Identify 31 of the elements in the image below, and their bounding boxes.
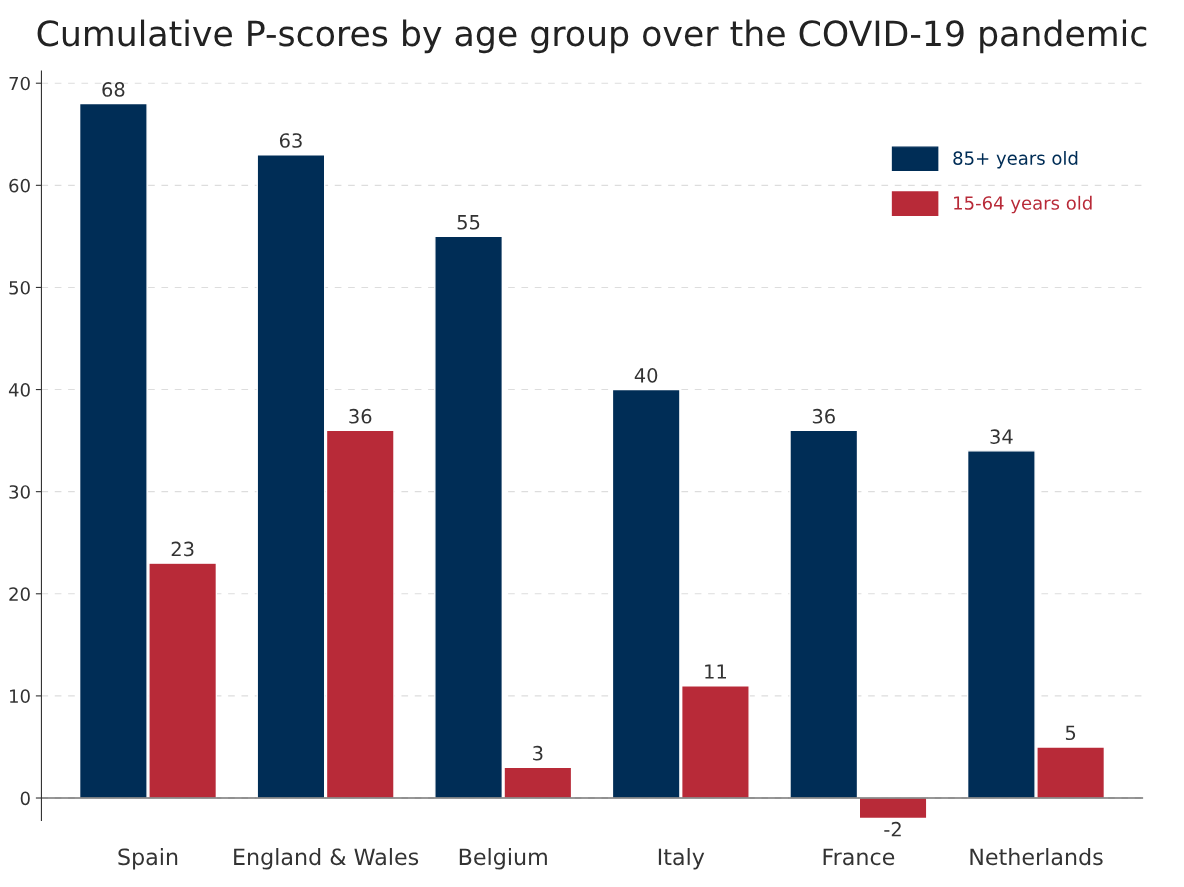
y-tick-label: 60 [9, 178, 30, 193]
x-tick-label: Belgium [459, 848, 547, 870]
data-label: 11 [705, 664, 727, 679]
legend-label: 15-64 years old [954, 195, 1092, 214]
data-label: 40 [634, 368, 658, 383]
y-tick-label: 0 [20, 791, 30, 806]
data-label: 36 [349, 408, 372, 424]
y-tick-label: 20 [9, 587, 30, 601]
y-tick-label: 50 [9, 280, 30, 295]
data-label: 23 [171, 541, 194, 557]
chart-title: Cumulative P-scores by age group over the COVID-19 pandemic [37, 19, 1147, 54]
x-tick-label: England & Wales [234, 848, 419, 870]
x-tick-label: France [823, 848, 895, 866]
data-label: 5 [1065, 725, 1076, 741]
data-label: 36 [812, 408, 835, 424]
data-label: -2 [884, 821, 901, 837]
bar [789, 429, 859, 799]
y-tick-label: 30 [9, 485, 30, 499]
data-label: 68 [102, 82, 125, 97]
y-tick-label: 40 [8, 383, 30, 397]
data-label: 63 [279, 133, 302, 148]
data-label: 34 [990, 429, 1013, 444]
x-tick-label: Spain [118, 848, 178, 870]
y-tick-label: 70 [9, 76, 30, 91]
data-label: 55 [457, 215, 480, 230]
legend-label: 85+ years old [953, 150, 1078, 169]
y-tick-label: 10 [10, 689, 30, 704]
x-tick-label: Italy [658, 848, 705, 870]
x-tick-label: Netherlands [970, 848, 1103, 866]
data-label: 3 [533, 745, 543, 761]
bar [858, 797, 928, 820]
